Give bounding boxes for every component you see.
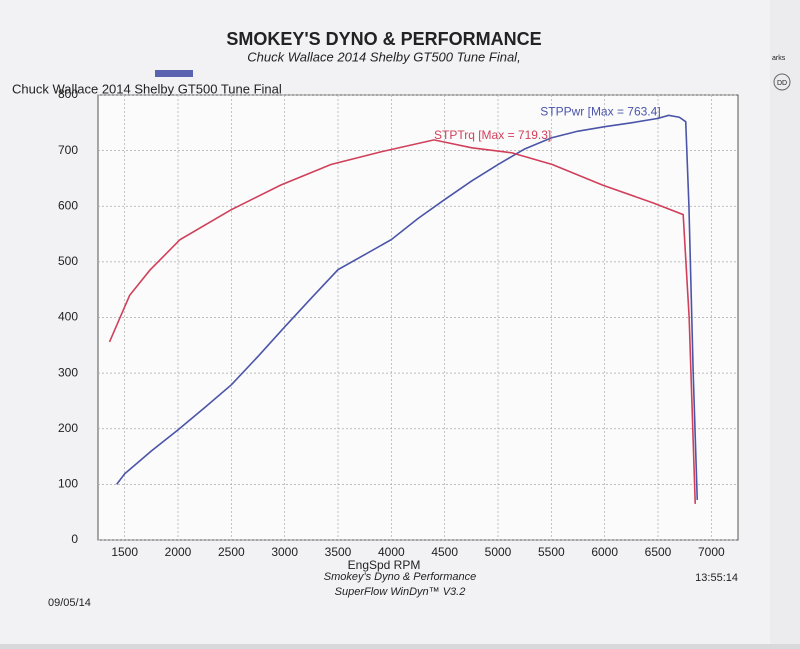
y-tick-label: 300	[58, 365, 78, 379]
x-tick-label: 5500	[538, 545, 565, 559]
y-tick-label: 800	[58, 87, 78, 101]
y-tick-label: 600	[58, 198, 78, 212]
y-tick-label: 0	[71, 532, 78, 546]
series-label: STPPwr [Max = 763.4]	[540, 105, 660, 119]
x-tick-label: 4000	[378, 545, 405, 559]
footer-line: SuperFlow WinDyn™ V3.2	[335, 586, 466, 598]
series-line	[108, 139, 697, 504]
legend-swatch	[155, 70, 193, 77]
footer-line: Smokey's Dyno & Performance	[324, 571, 477, 583]
chart-title: SMOKEY'S DYNO & PERFORMANCE	[226, 29, 541, 49]
x-tick-label: 2000	[165, 545, 192, 559]
x-tick-label: 3000	[271, 545, 298, 559]
x-tick-label: 4500	[431, 545, 458, 559]
x-tick-label: 7000	[698, 545, 725, 559]
y-tick-label: 700	[58, 143, 78, 157]
sidebar-badge-ring	[773, 73, 791, 91]
y-tick-label: 500	[58, 254, 78, 268]
x-tick-label: 3500	[325, 545, 352, 559]
sidebar-badge: DD	[777, 80, 787, 87]
browser-sidebar	[770, 0, 800, 644]
y-tick-label: 400	[58, 310, 78, 324]
date: 09/05/14	[48, 597, 91, 609]
chart-subtitle: Chuck Wallace 2014 Shelby GT500 Tune Fin…	[247, 49, 520, 64]
x-axis-label: EngSpd RPM	[348, 558, 421, 572]
y-tick-label: 200	[58, 421, 78, 435]
legend-label: Chuck Wallace 2014 Shelby GT500 Tune Fin…	[12, 81, 282, 96]
x-tick-label: 1500	[111, 545, 138, 559]
x-tick-label: 6500	[645, 545, 672, 559]
y-tick-label: 100	[58, 477, 78, 491]
time: 13:55:14	[695, 572, 738, 584]
sidebar-text: arks	[772, 55, 786, 62]
x-tick-label: 5000	[485, 545, 512, 559]
x-tick-label: 2500	[218, 545, 245, 559]
series-line	[116, 114, 699, 500]
x-tick-label: 6000	[591, 545, 618, 559]
series-label: STPTrq [Max = 719.3]	[434, 128, 551, 142]
